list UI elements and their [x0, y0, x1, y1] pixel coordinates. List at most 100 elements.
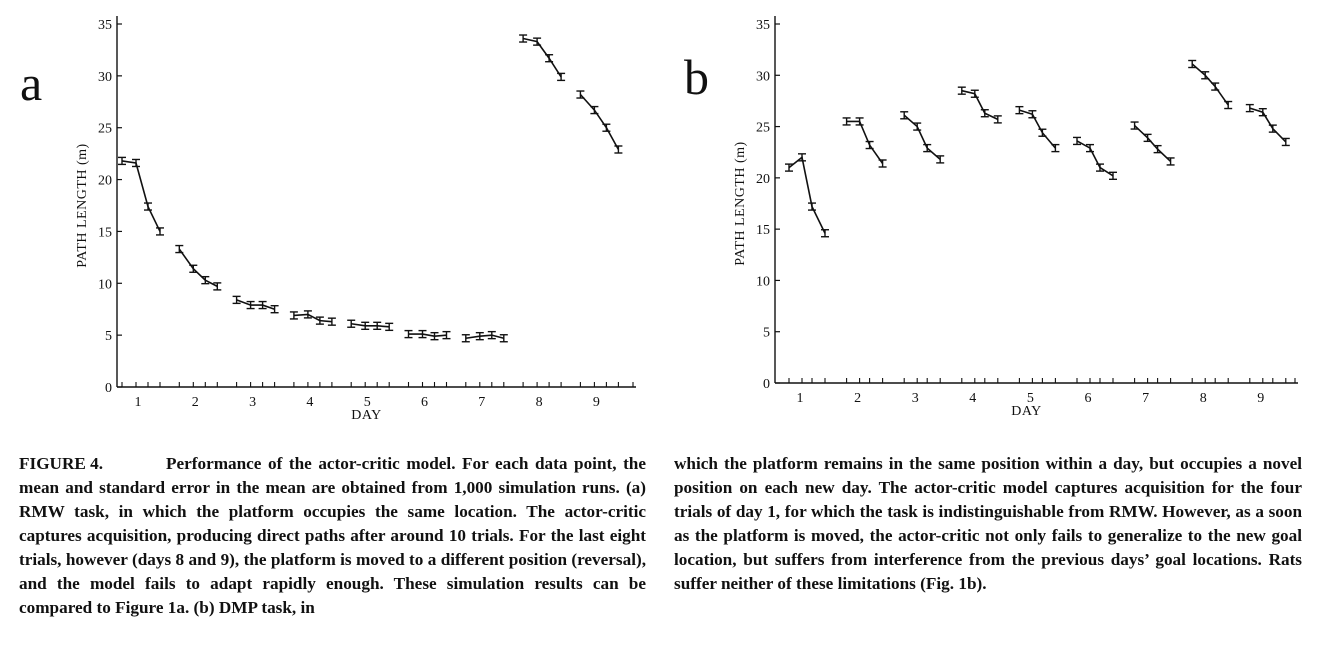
series-line: [522, 37, 562, 78]
x-tick-label: 5: [1027, 391, 1034, 406]
y-tick-label: 15: [98, 225, 112, 240]
data-point: [144, 202, 152, 211]
x-tick-label: 1: [797, 391, 804, 406]
x-tick-label: 4: [969, 391, 976, 406]
data-point: [1245, 103, 1254, 113]
data-point: [1096, 163, 1104, 172]
data-point: [315, 316, 324, 325]
x-tick-label: 6: [1085, 391, 1092, 406]
data-point: [878, 159, 887, 168]
data-point: [590, 105, 599, 115]
data-point: [289, 311, 298, 320]
data-point: [980, 109, 989, 118]
data-point: [576, 90, 585, 99]
data-point: [1130, 121, 1139, 130]
day-series-8: [519, 34, 566, 82]
data-point: [347, 319, 356, 328]
x-tick-label: 2: [854, 391, 861, 406]
x-tick-label: 4: [306, 395, 313, 410]
y-tick-label: 25: [98, 122, 112, 137]
day-series-1: [118, 156, 164, 236]
day-series-2: [842, 117, 887, 168]
y-tick-label: 0: [105, 381, 112, 396]
series-line: [1249, 107, 1287, 143]
data-point: [361, 321, 370, 331]
day-series-7: [461, 330, 508, 343]
data-point: [385, 322, 394, 332]
data-point: [404, 329, 413, 339]
series-line: [1134, 124, 1172, 163]
day-series-4: [957, 86, 1002, 124]
data-point: [118, 156, 126, 166]
data-point: [1201, 71, 1210, 80]
x-tick-label: 3: [912, 391, 919, 406]
y-tick-label: 10: [756, 274, 770, 289]
y-tick-label: 15: [756, 223, 770, 238]
day-series-2: [175, 244, 222, 291]
y-tick-label: 35: [98, 18, 112, 33]
data-point: [1281, 137, 1290, 147]
series-line: [961, 89, 999, 121]
data-point: [923, 143, 932, 153]
data-point: [913, 122, 922, 131]
data-point: [1086, 143, 1094, 153]
series-line: [579, 93, 620, 150]
data-point: [258, 300, 267, 310]
data-point: [246, 300, 255, 310]
y-tick-label: 5: [105, 329, 112, 344]
data-point: [865, 140, 874, 150]
data-point: [602, 123, 611, 132]
day-series-6: [1073, 136, 1117, 181]
data-point: [808, 202, 816, 211]
data-point: [1015, 105, 1024, 115]
x-tick-label: 9: [1257, 391, 1264, 406]
y-tick-label: 20: [756, 172, 770, 187]
data-point: [533, 37, 542, 46]
series-line: [903, 114, 941, 160]
day-series-8: [1188, 59, 1233, 110]
x-tick-label: 6: [421, 395, 428, 410]
day-series-4: [289, 310, 336, 326]
y-tick-label: 10: [98, 277, 112, 292]
series-line: [293, 313, 332, 323]
y-tick-label: 30: [756, 69, 770, 84]
day-series-3: [900, 111, 945, 164]
y-tick-label: 35: [756, 18, 770, 33]
data-point: [614, 145, 623, 154]
data-point: [270, 305, 279, 314]
data-point: [900, 111, 909, 120]
y-tick-label: 25: [756, 121, 770, 136]
data-point: [232, 295, 241, 305]
data-point: [1211, 82, 1220, 91]
series-line: [1076, 140, 1114, 177]
data-point: [519, 34, 528, 43]
data-point: [201, 275, 210, 285]
data-point: [303, 310, 312, 319]
data-point: [1258, 108, 1267, 117]
data-point: [785, 163, 793, 172]
x-tick-label: 5: [364, 395, 371, 410]
series-line: [121, 160, 161, 232]
series-line: [408, 333, 447, 337]
x-tick-label: 2: [192, 395, 199, 410]
data-point: [1268, 124, 1277, 133]
data-point: [442, 330, 451, 340]
data-point: [957, 86, 966, 95]
y-axis-title: PATH LENGTH (m): [75, 143, 90, 267]
x-tick-label: 9: [593, 395, 600, 410]
data-point: [418, 329, 427, 339]
data-point: [545, 54, 554, 63]
x-tick-label: 8: [536, 395, 543, 410]
data-point: [821, 229, 829, 238]
data-point: [1028, 110, 1037, 119]
chart-b: 0 5 10 15 20 25 30 35 1 2 3 4 5 6 7 8 9 DAY PATH LENGTH (m…: [733, 16, 1298, 419]
caption-left: FIGURE 4. Performance of the actor-critic…: [19, 452, 646, 620]
day-series-9: [1245, 103, 1290, 147]
day-series-1: [785, 153, 829, 238]
data-point: [461, 334, 470, 343]
data-point: [1109, 171, 1117, 181]
x-tick-label: 1: [135, 395, 142, 410]
data-point: [1166, 157, 1175, 166]
data-point: [557, 72, 566, 82]
day-series-3: [232, 295, 279, 314]
